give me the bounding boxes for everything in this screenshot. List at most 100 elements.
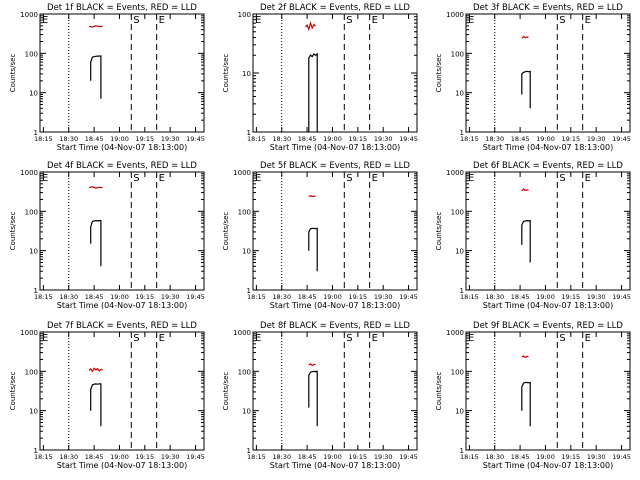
x-tick-label: 18:30 xyxy=(59,135,78,143)
y-tick-label: 1000 xyxy=(20,11,38,19)
x-axis-label: Start Time (04-Nov-07 18:13:00) xyxy=(270,301,400,310)
x-tick-label: 19:00 xyxy=(323,453,342,461)
y-axis-label: Counts/sec xyxy=(222,372,230,411)
chart-title: Det 3f BLACK = Events, RED = LLD xyxy=(473,3,623,13)
y-tick-label: 100 xyxy=(451,208,464,216)
x-tick-label: 18:15 xyxy=(247,135,266,143)
x-tick-label: 18:15 xyxy=(460,135,479,143)
events-series-line xyxy=(308,227,318,272)
y-tick-label: 1 xyxy=(460,447,464,455)
plot-frame xyxy=(252,331,418,451)
y-tick-label: 100 xyxy=(238,368,251,376)
x-tick-label: 19:30 xyxy=(587,453,606,461)
chart-panel-8: Det 8f BLACK = Events, RED = LLD Counts/s… xyxy=(222,321,418,470)
y-tick-label: 1 xyxy=(34,447,38,455)
plot-frame xyxy=(465,13,631,133)
y-tick-label: 100 xyxy=(238,208,251,216)
event-marker-label: E xyxy=(255,333,261,344)
chart-title: Det 6f BLACK = Events, RED = LLD xyxy=(473,161,623,171)
event-marker-label: E xyxy=(372,15,378,26)
y-tick-label: 10 xyxy=(29,90,38,98)
x-tick-label: 18:45 xyxy=(85,293,104,301)
x-tick-label: 19:15 xyxy=(561,293,580,301)
y-tick-label: 10 xyxy=(455,90,464,98)
chart-panel-5: Det 5f BLACK = Events, RED = LLD Counts/s… xyxy=(222,161,418,310)
x-tick-label: 19:15 xyxy=(135,453,154,461)
event-marker-label: S xyxy=(346,173,352,184)
y-tick-label: 1 xyxy=(34,287,38,295)
x-tick-label: 19:45 xyxy=(612,293,631,301)
chart-title: Det 9f BLACK = Events, RED = LLD xyxy=(473,321,623,331)
chart-title: Det 7f BLACK = Events, RED = LLD xyxy=(47,321,197,331)
y-tick-label: 10 xyxy=(29,248,38,256)
x-tick-label: 18:30 xyxy=(59,293,78,301)
x-tick-label: 19:15 xyxy=(348,135,367,143)
x-tick-label: 19:45 xyxy=(612,135,631,143)
event-marker-label: E xyxy=(585,333,591,344)
x-tick-label: 19:45 xyxy=(186,453,205,461)
event-marker-label: S xyxy=(133,15,139,26)
plot-frame xyxy=(252,171,418,291)
x-tick-label: 19:00 xyxy=(323,135,342,143)
chart-panel-6: Det 6f BLACK = Events, RED = LLD Counts/s… xyxy=(435,161,631,310)
y-tick-label: 100 xyxy=(238,11,251,19)
x-tick-label: 18:45 xyxy=(85,453,104,461)
x-tick-label: 19:45 xyxy=(399,293,418,301)
x-tick-label: 19:15 xyxy=(348,453,367,461)
event-marker-label: S xyxy=(559,15,565,26)
lld-series-line xyxy=(521,188,529,192)
y-axis-label: Counts/sec xyxy=(435,212,443,251)
x-tick-label: 19:45 xyxy=(399,453,418,461)
chart-panel-4: Det 4f BLACK = Events, RED = LLD Counts/s… xyxy=(9,161,205,310)
chart-panel-7: Det 7f BLACK = Events, RED = LLD Counts/s… xyxy=(9,321,205,470)
event-marker-label: S xyxy=(559,333,565,344)
x-tick-label: 19:15 xyxy=(561,453,580,461)
plot-frame xyxy=(252,13,418,133)
lld-series-line xyxy=(308,195,316,198)
event-marker-label: E xyxy=(468,15,474,26)
x-tick-label: 19:30 xyxy=(374,293,393,301)
y-tick-label: 1 xyxy=(247,447,251,455)
chart-panel-2: Det 2f BLACK = Events, RED = LLD Counts/s… xyxy=(222,3,418,152)
x-tick-label: 19:30 xyxy=(374,135,393,143)
x-tick-label: 18:45 xyxy=(85,135,104,143)
x-axis-label: Start Time (04-Nov-07 18:13:00) xyxy=(483,461,613,470)
y-tick-label: 1000 xyxy=(446,169,464,177)
event-marker-label: E xyxy=(468,333,474,344)
x-axis-label: Start Time (04-Nov-07 18:13:00) xyxy=(483,301,613,310)
y-tick-label: 1 xyxy=(247,287,251,295)
plot-frame xyxy=(465,331,631,451)
x-tick-label: 18:30 xyxy=(59,453,78,461)
lld-series-line xyxy=(521,355,529,359)
x-tick-label: 18:30 xyxy=(485,453,504,461)
chart-title: Det 8f BLACK = Events, RED = LLD xyxy=(260,321,410,331)
events-series-line xyxy=(308,52,318,132)
chart-title: Det 5f BLACK = Events, RED = LLD xyxy=(260,161,410,171)
x-tick-label: 19:00 xyxy=(323,293,342,301)
y-tick-label: 100 xyxy=(451,368,464,376)
plot-frame xyxy=(39,171,205,291)
x-axis-label: Start Time (04-Nov-07 18:13:00) xyxy=(483,143,613,152)
y-tick-label: 10 xyxy=(242,408,251,416)
x-axis-label: Start Time (04-Nov-07 18:13:00) xyxy=(57,461,187,470)
y-axis-label: Counts/sec xyxy=(9,212,17,251)
events-series-line xyxy=(308,370,318,427)
event-marker-label: S xyxy=(559,173,565,184)
x-tick-label: 18:15 xyxy=(460,293,479,301)
y-axis-label: Counts/sec xyxy=(9,372,17,411)
event-marker-label: E xyxy=(42,333,48,344)
y-tick-label: 1000 xyxy=(446,11,464,19)
events-series-line xyxy=(521,70,531,109)
lld-series-line xyxy=(88,367,103,373)
plot-frame xyxy=(39,13,205,133)
x-tick-label: 19:15 xyxy=(135,293,154,301)
lld-series-line xyxy=(308,363,316,367)
event-marker-label: S xyxy=(346,333,352,344)
events-series-line xyxy=(90,55,102,99)
x-tick-label: 18:30 xyxy=(272,453,291,461)
x-axis-label: Start Time (04-Nov-07 18:13:00) xyxy=(57,301,187,310)
lld-series-line xyxy=(88,186,103,189)
y-tick-label: 100 xyxy=(25,50,38,58)
chart-title: Det 4f BLACK = Events, RED = LLD xyxy=(47,161,197,171)
